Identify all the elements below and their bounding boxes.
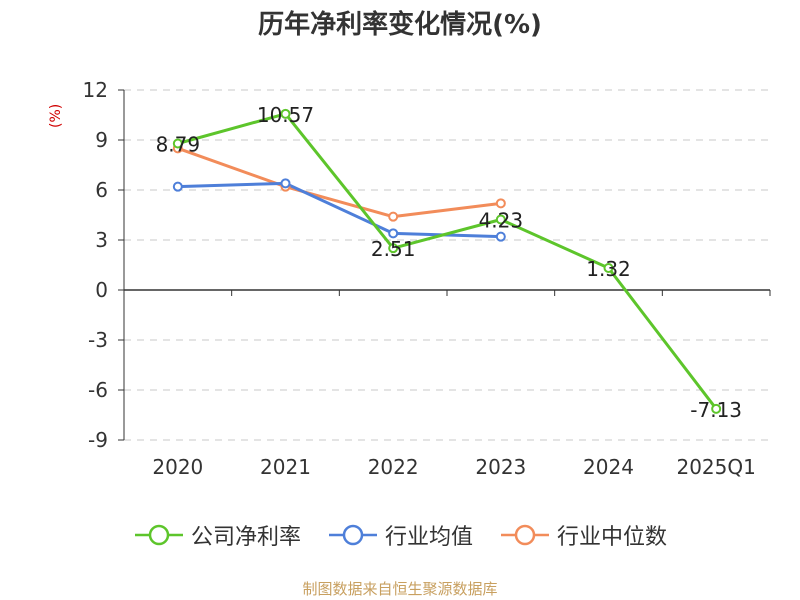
data-point: [495, 231, 506, 242]
y-tick-label: 3: [95, 228, 108, 252]
series-line: [177, 112, 718, 410]
x-tick-label: 2023: [475, 455, 526, 479]
x-tick-label: 2025Q1: [676, 455, 755, 479]
chart-legend: 公司净利率 行业均值 行业中位数: [0, 519, 800, 551]
x-tick-label: 2024: [583, 455, 634, 479]
data-point: [603, 263, 614, 273]
data-point: [388, 228, 399, 239]
y-tick-label: -6: [88, 378, 108, 402]
data-label: -7.13: [690, 398, 742, 422]
data-point: [388, 243, 399, 254]
legend-line-marker-icon: [501, 524, 549, 546]
legend-line-marker-icon: [134, 524, 183, 546]
data-point: [172, 181, 183, 192]
y-tick-label: 0: [95, 278, 108, 302]
legend-item[interactable]: 公司净利率: [133, 519, 301, 551]
legend-label: 公司净利率: [190, 525, 301, 550]
y-tick-label: 9: [95, 128, 108, 152]
data-point: [280, 178, 291, 189]
data-point: [495, 214, 506, 225]
legend-label: 行业中位数: [557, 525, 668, 550]
x-tick-label: 2020: [152, 455, 203, 479]
data-label: 1.32: [586, 257, 631, 281]
data-label: 8.79: [156, 133, 201, 157]
source-note: 制图数据来自恒生聚源数据库: [302, 580, 498, 598]
x-tick-label: 2021: [260, 455, 311, 479]
series-line: [177, 146, 502, 219]
data-point: [711, 403, 722, 414]
legend-label: 行业均值: [384, 525, 473, 550]
data-point: [495, 198, 506, 209]
data-label: 2.51: [371, 237, 416, 261]
y-tick-label: 6: [95, 178, 108, 202]
chart-title: 历年净利率变化情况(%): [258, 10, 542, 40]
data-label: 4.23: [479, 209, 524, 233]
legend-item[interactable]: 行业均值: [327, 519, 473, 551]
data-point: [172, 138, 183, 149]
data-point: [280, 108, 291, 119]
x-tick-label: 2022: [368, 455, 419, 479]
legend-line-marker-icon: [328, 524, 377, 546]
legend-item[interactable]: 行业中位数: [499, 519, 667, 551]
y-tick-label: -3: [88, 328, 108, 352]
y-tick-label: -9: [88, 428, 108, 452]
y-tick-label: 12: [83, 78, 108, 102]
data-label: 10.57: [257, 103, 314, 127]
data-point: [388, 211, 399, 222]
